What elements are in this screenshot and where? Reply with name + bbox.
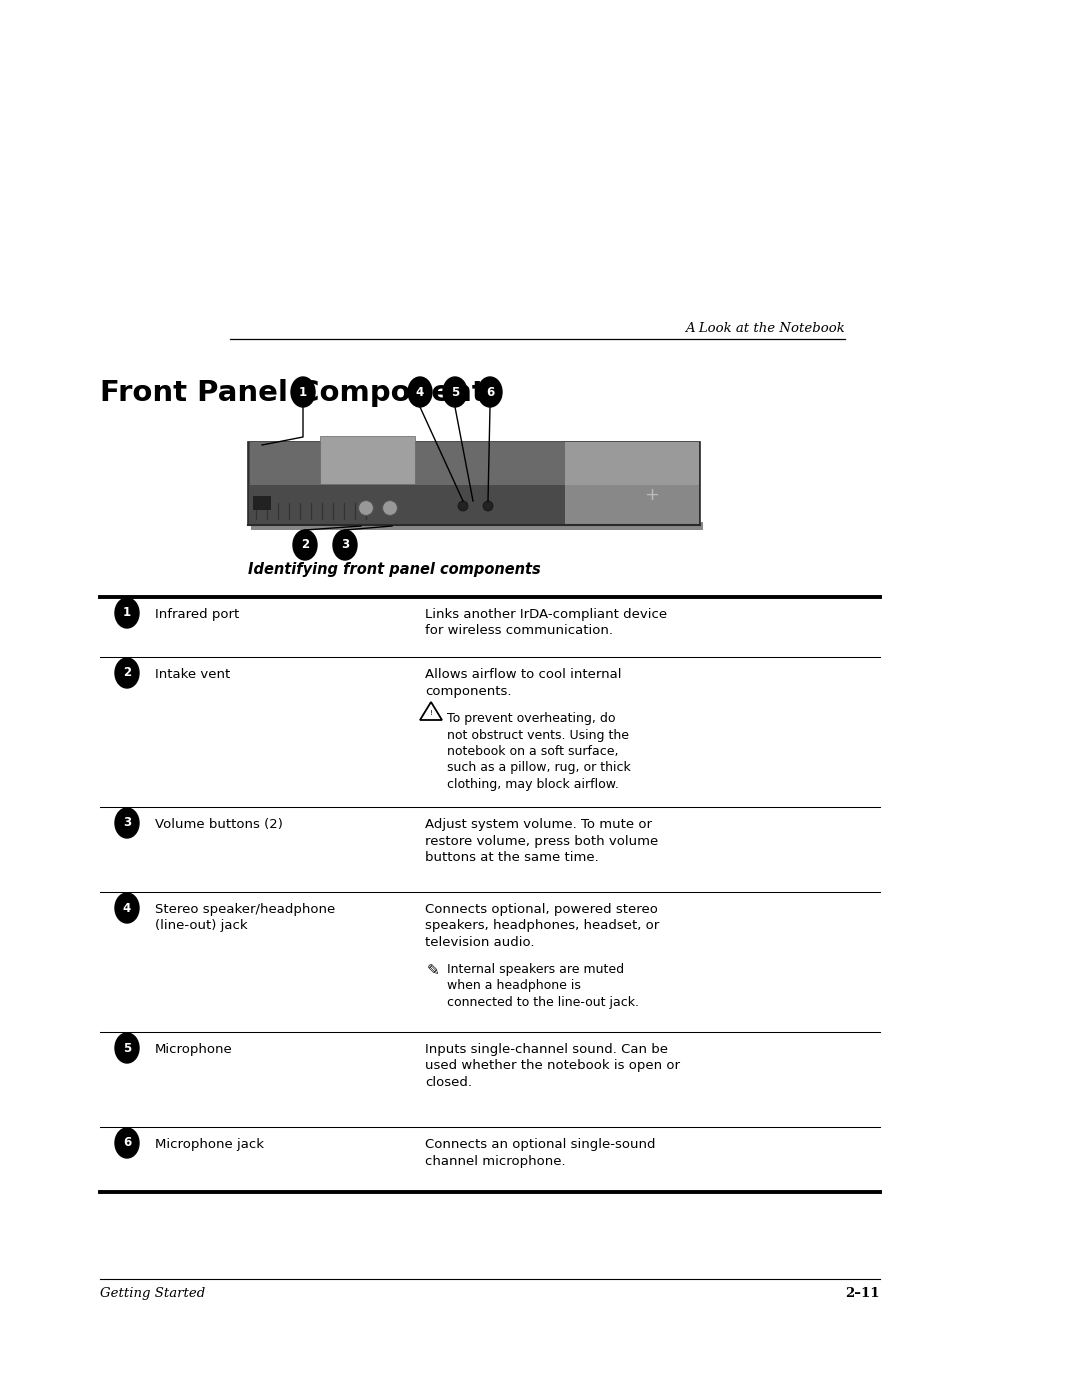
Text: Stereo speaker/headphone
(line-out) jack: Stereo speaker/headphone (line-out) jack bbox=[156, 902, 335, 933]
Text: Front Panel Components: Front Panel Components bbox=[100, 379, 503, 407]
Ellipse shape bbox=[293, 529, 318, 560]
Ellipse shape bbox=[333, 529, 357, 560]
Text: Connects optional, powered stereo
speakers, headphones, headset, or
television a: Connects optional, powered stereo speake… bbox=[426, 902, 659, 949]
Text: Links another IrDA-compliant device
for wireless communication.: Links another IrDA-compliant device for … bbox=[426, 608, 667, 637]
Ellipse shape bbox=[114, 598, 139, 629]
Text: 5: 5 bbox=[450, 386, 459, 398]
Text: 4: 4 bbox=[416, 386, 424, 398]
Text: Microphone: Microphone bbox=[156, 1044, 233, 1056]
Text: 2–11: 2–11 bbox=[846, 1287, 880, 1301]
Text: Getting Started: Getting Started bbox=[100, 1287, 205, 1301]
Text: Allows airflow to cool internal
components.: Allows airflow to cool internal componen… bbox=[426, 668, 621, 697]
Text: Identifying front panel components: Identifying front panel components bbox=[248, 562, 541, 577]
Text: 4: 4 bbox=[123, 901, 131, 915]
Text: +: + bbox=[645, 486, 660, 504]
Text: Connects an optional single-sound
channel microphone.: Connects an optional single-sound channe… bbox=[426, 1139, 656, 1168]
Ellipse shape bbox=[408, 377, 432, 407]
Ellipse shape bbox=[114, 658, 139, 687]
Ellipse shape bbox=[291, 377, 315, 407]
Text: 6: 6 bbox=[123, 1137, 131, 1150]
Circle shape bbox=[359, 500, 374, 515]
Text: Adjust system volume. To mute or
restore volume, press both volume
buttons at th: Adjust system volume. To mute or restore… bbox=[426, 819, 658, 863]
Text: Infrared port: Infrared port bbox=[156, 608, 240, 622]
Text: Volume buttons (2): Volume buttons (2) bbox=[156, 819, 283, 831]
Text: Inputs single-channel sound. Can be
used whether the notebook is open or
closed.: Inputs single-channel sound. Can be used… bbox=[426, 1044, 680, 1090]
Text: 3: 3 bbox=[341, 538, 349, 552]
Circle shape bbox=[483, 502, 492, 511]
FancyBboxPatch shape bbox=[249, 441, 698, 485]
Circle shape bbox=[458, 502, 468, 511]
Ellipse shape bbox=[114, 1127, 139, 1158]
Text: Intake vent: Intake vent bbox=[156, 668, 230, 680]
Text: !: ! bbox=[430, 710, 432, 717]
Text: 1: 1 bbox=[123, 606, 131, 619]
FancyBboxPatch shape bbox=[565, 441, 699, 485]
Ellipse shape bbox=[443, 377, 467, 407]
Ellipse shape bbox=[114, 893, 139, 923]
Ellipse shape bbox=[114, 807, 139, 838]
Ellipse shape bbox=[114, 1032, 139, 1063]
Text: Internal speakers are muted
when a headphone is
connected to the line-out jack.: Internal speakers are muted when a headp… bbox=[447, 963, 639, 1009]
Text: To prevent overheating, do
not obstruct vents. Using the
notebook on a soft surf: To prevent overheating, do not obstruct … bbox=[447, 712, 631, 791]
Circle shape bbox=[382, 500, 397, 515]
FancyBboxPatch shape bbox=[320, 436, 415, 483]
Text: 2: 2 bbox=[123, 666, 131, 679]
Text: Microphone jack: Microphone jack bbox=[156, 1139, 264, 1151]
Text: 5: 5 bbox=[123, 1042, 131, 1055]
Text: 1: 1 bbox=[299, 386, 307, 398]
Text: 2: 2 bbox=[301, 538, 309, 552]
FancyBboxPatch shape bbox=[565, 441, 699, 525]
FancyBboxPatch shape bbox=[248, 441, 700, 525]
FancyBboxPatch shape bbox=[251, 522, 703, 529]
Ellipse shape bbox=[478, 377, 502, 407]
Text: ✎: ✎ bbox=[427, 963, 440, 978]
FancyBboxPatch shape bbox=[253, 496, 271, 510]
Text: A Look at the Notebook: A Look at the Notebook bbox=[685, 321, 845, 335]
Text: 3: 3 bbox=[123, 816, 131, 830]
Text: 6: 6 bbox=[486, 386, 495, 398]
